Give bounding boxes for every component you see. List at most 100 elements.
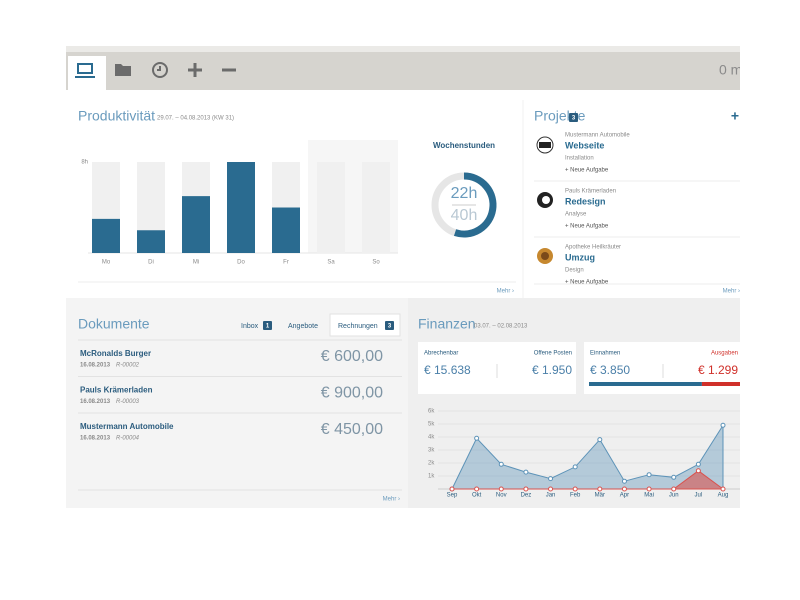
section-title: Finanzen bbox=[418, 316, 476, 332]
document-name[interactable]: McRonalds Burger bbox=[80, 349, 151, 358]
data-point bbox=[572, 464, 578, 470]
data-point bbox=[548, 486, 554, 492]
bar bbox=[182, 196, 210, 253]
project-client: Pauls Krämerladen bbox=[565, 189, 616, 195]
expenses-bar bbox=[701, 382, 740, 386]
donut-title: Wochenstunden bbox=[433, 141, 495, 150]
x-tick-label: Nov bbox=[496, 493, 507, 499]
bar-background bbox=[362, 162, 390, 253]
data-point bbox=[621, 478, 627, 484]
bar bbox=[272, 207, 300, 253]
data-point bbox=[695, 461, 701, 467]
document-name[interactable]: Mustermann Automobile bbox=[80, 422, 174, 431]
badge-count: 3 bbox=[572, 116, 576, 122]
badge-count: 3 bbox=[388, 324, 392, 330]
document-amount: € 600,00 bbox=[321, 348, 383, 365]
document-number: R-00002 bbox=[116, 363, 140, 369]
badge bbox=[263, 321, 272, 330]
data-point bbox=[572, 486, 578, 492]
card-value: € 15.638 bbox=[424, 363, 471, 377]
badge bbox=[385, 321, 394, 330]
y-tick-label: 8h bbox=[81, 160, 88, 166]
project-phase: Analyse bbox=[565, 212, 587, 218]
ratio-bar bbox=[589, 382, 740, 386]
project-action[interactable]: + Neue Aufgabe bbox=[565, 168, 609, 174]
x-tick-label: Okt bbox=[472, 493, 482, 499]
x-tick-label: Jan bbox=[546, 493, 556, 499]
tab[interactable]: Inbox bbox=[241, 323, 259, 330]
upper-panel bbox=[66, 90, 740, 298]
badge bbox=[569, 113, 578, 122]
data-point bbox=[523, 469, 529, 475]
project-logo bbox=[539, 142, 551, 148]
project-logo bbox=[541, 252, 549, 260]
donut-arc bbox=[453, 172, 497, 238]
document-amount: € 450,00 bbox=[321, 421, 383, 438]
card-value: € 1.299 bbox=[698, 363, 738, 377]
bar bbox=[92, 218, 120, 253]
y-tick-label: 4k bbox=[428, 435, 435, 441]
folder-icon[interactable] bbox=[115, 64, 131, 76]
x-tick-label: Mo bbox=[102, 260, 111, 266]
x-tick-label: Mär bbox=[595, 493, 605, 499]
donut-total: 40h bbox=[451, 207, 478, 224]
project-action[interactable]: + Neue Aufgabe bbox=[565, 224, 609, 230]
project-action[interactable]: + Neue Aufgabe bbox=[565, 280, 609, 286]
more-link[interactable]: Mehr › bbox=[383, 497, 400, 503]
data-point bbox=[449, 486, 455, 492]
more-link[interactable]: Mehr › bbox=[723, 289, 740, 295]
x-tick-label: Jun bbox=[669, 493, 679, 499]
section-title: Produktivität bbox=[78, 108, 155, 124]
area-chart: 1k 2k 3k 4k 5k 6k Sep Okt Nov Dez Jan Feb Mär Apr Mai J… bbox=[428, 409, 740, 499]
clock-icon[interactable] bbox=[152, 62, 168, 78]
document-date: 16.08.2013 bbox=[80, 399, 111, 405]
add-project[interactable]: + bbox=[731, 108, 739, 124]
project-name[interactable]: Redesign bbox=[565, 196, 606, 206]
more-link[interactable]: Mehr › bbox=[497, 289, 514, 295]
data-point bbox=[498, 461, 504, 467]
bar bbox=[137, 230, 165, 253]
x-tick-label: Aug bbox=[718, 493, 729, 499]
bar-chart: 8h Mo Di Mi Do Fr Sa So bbox=[81, 160, 398, 266]
y-tick-label: 6k bbox=[428, 409, 435, 415]
x-tick-label: Di bbox=[148, 260, 154, 266]
card-label: Abrechenbar bbox=[424, 351, 458, 357]
x-tick-label: Jul bbox=[695, 493, 703, 499]
tab[interactable]: Rechnungen bbox=[338, 323, 378, 330]
income-bar bbox=[589, 382, 702, 386]
bar bbox=[227, 162, 255, 253]
x-tick-label: Dez bbox=[521, 493, 532, 499]
document-date: 16.08.2013 bbox=[80, 363, 111, 369]
x-tick-label: So bbox=[372, 260, 380, 266]
y-tick-label: 1k bbox=[428, 474, 435, 480]
project-phase: Design bbox=[565, 268, 584, 274]
active-tab[interactable] bbox=[329, 313, 401, 337]
data-point bbox=[597, 437, 603, 443]
plus-icon[interactable] bbox=[188, 63, 202, 77]
data-point bbox=[720, 422, 726, 428]
x-tick-label: Feb bbox=[570, 493, 581, 499]
laptop-icon[interactable] bbox=[75, 63, 95, 78]
x-tick-label: Sep bbox=[447, 493, 458, 499]
project-name[interactable]: Umzug bbox=[565, 252, 595, 262]
project-client: Mustermann Automobile bbox=[565, 133, 630, 139]
x-tick-label: Sa bbox=[327, 260, 335, 266]
x-tick-label: Mai bbox=[644, 493, 654, 499]
bar-background bbox=[317, 162, 345, 253]
data-point bbox=[720, 486, 726, 492]
period: 29.07. – 04.08.2013 (KW 31) bbox=[157, 116, 234, 122]
document-name[interactable]: Pauls Krämerladen bbox=[80, 386, 153, 395]
data-point bbox=[671, 474, 677, 480]
document-list: McRonalds Burger 16.08.2013 R-00002 € 600,0… bbox=[78, 339, 402, 442]
data-point bbox=[474, 486, 480, 492]
project-phase: Installation bbox=[565, 156, 594, 162]
card-value: € 1.950 bbox=[532, 363, 572, 377]
tab[interactable]: Angebote bbox=[288, 323, 318, 330]
document-date: 16.08.2013 bbox=[80, 436, 111, 442]
status: 0 m bbox=[719, 62, 742, 78]
x-tick-label: Mi bbox=[193, 260, 199, 266]
project-name[interactable]: Webseite bbox=[565, 140, 604, 150]
area bbox=[451, 423, 724, 490]
